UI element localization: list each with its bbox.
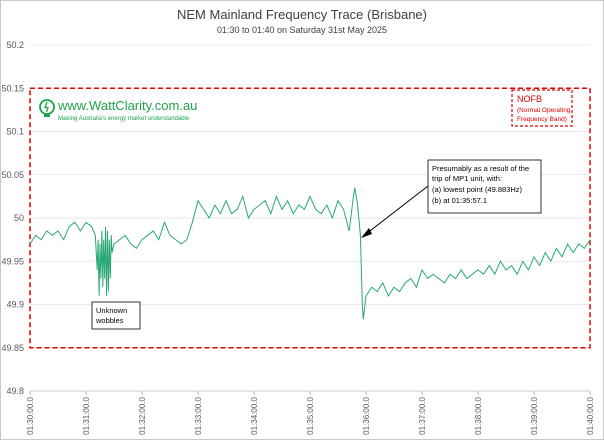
wobbles-annotation: Unknown wobbles <box>91 301 141 330</box>
mp1-trip-annotation: Presumably as a result of the trip of MP… <box>361 159 542 238</box>
mp1-note-line-2: trip of MP1 unit, with: <box>432 174 502 183</box>
nofb-sub-2: Frequency Band) <box>517 116 567 123</box>
chart-title: NEM Mainland Frequency Trace (Brisbane) <box>177 7 427 22</box>
grid-lines <box>30 44 590 392</box>
mp1-note-line-4: (b) at 01:35:57.1 <box>432 196 487 205</box>
x-tick-label: 01:39:00.0 <box>530 396 539 434</box>
x-tick-label: 01:36:00.0 <box>362 396 371 434</box>
wobbles-note-line-2: wobbles <box>95 316 124 325</box>
x-tick-label: 01:32:00.0 <box>138 396 147 434</box>
nofb-band-outline <box>29 87 591 349</box>
y-tick-label: 50.05 <box>1 170 24 180</box>
frequency-series-line <box>29 187 591 320</box>
mp1-note-line-1: Presumably as a result of the <box>432 164 529 173</box>
y-tick-label: 50.1 <box>6 127 24 137</box>
y-tick-label: 50.15 <box>1 83 24 93</box>
x-tick-label: 01:38:00.0 <box>474 396 483 434</box>
annotation-arrowhead <box>361 228 372 238</box>
y-tick-label: 50.2 <box>6 40 24 50</box>
x-tick-label: 01:33:00.0 <box>194 396 203 434</box>
x-tick-label: 01:37:00.0 <box>418 396 427 434</box>
nofb-sub-1: (Normal Operating <box>517 107 571 114</box>
chart-subtitle: 01:30 to 01:40 on Saturday 31st May 2025 <box>217 25 387 35</box>
x-tick-label: 01:31:00.0 <box>82 396 91 434</box>
y-tick-label: 49.95 <box>1 256 24 266</box>
nofb-title: NOFB <box>517 94 542 104</box>
y-tick-label: 49.8 <box>6 386 24 396</box>
x-axis-ticks: 01:30:00.0 01:31:00.0 01:32:00.0 01:33:00.0… <box>26 391 595 435</box>
annotation-arrow-line <box>365 185 429 235</box>
y-tick-label: 49.85 <box>1 343 24 353</box>
x-tick-label: 01:40:00.0 <box>586 396 595 434</box>
logo-tagline: Making Australia's energy market underst… <box>58 116 190 122</box>
wattclarity-logo: www.WattClarity.com.au Making Australia'… <box>39 98 197 122</box>
lightbulb-icon <box>39 99 55 117</box>
y-axis-ticks: 49.8 49.85 49.9 49.95 50 50.05 50.1 50.15 50.2 <box>1 40 24 396</box>
y-tick-label: 50 <box>14 213 24 223</box>
x-tick-label: 01:35:00.0 <box>306 396 315 434</box>
y-tick-label: 49.9 <box>6 300 24 310</box>
x-tick-label: 01:30:00.0 <box>26 396 35 434</box>
logo-main-text: www.WattClarity.com.au <box>57 98 197 113</box>
wobbles-note-line-1: Unknown <box>96 306 127 315</box>
nofb-label-box: NOFB (Normal Operating Frequency Band) <box>511 89 573 127</box>
x-tick-label: 01:34:00.0 <box>250 396 259 434</box>
mp1-note-line-3: (a) lowest point (49.883Hz) <box>432 185 523 194</box>
